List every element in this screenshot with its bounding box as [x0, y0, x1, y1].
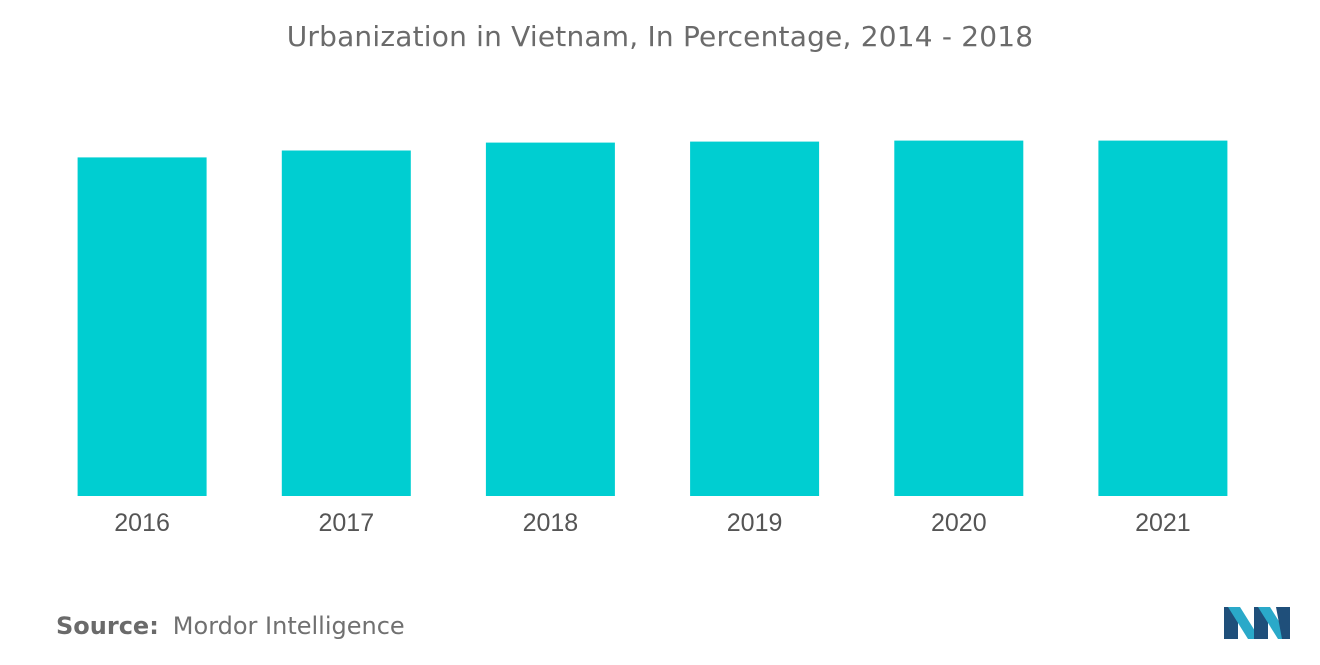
logo-shape-diag1 — [1228, 607, 1260, 639]
x-tick-label-2016: 2016 — [114, 509, 170, 537]
source-note: Source: Mordor Intelligence — [56, 612, 405, 640]
bars-layer — [77, 140, 1228, 496]
x-tick-label-2021: 2021 — [1135, 509, 1191, 537]
x-tick-label-2020: 2020 — [931, 509, 987, 537]
bar-2019 — [690, 141, 820, 496]
logo-shape-right — [1276, 607, 1290, 639]
bar-2017 — [281, 150, 411, 496]
bar-2018 — [485, 142, 615, 496]
chart-title: Urbanization in Vietnam, In Percentage, … — [286, 20, 1034, 53]
mordor-intelligence-logo-icon — [1224, 607, 1290, 639]
bar-2020 — [894, 140, 1024, 496]
x-axis-tick-labels: 2016 2017 2018 2019 2020 2021 — [114, 509, 1190, 537]
x-tick-label-2017: 2017 — [318, 509, 374, 537]
bar-2016 — [77, 157, 207, 496]
source-text: Mordor Intelligence — [172, 612, 405, 640]
x-tick-label-2019: 2019 — [727, 509, 783, 537]
bar-2021 — [1098, 140, 1228, 496]
x-tick-label-2018: 2018 — [523, 509, 579, 537]
source-label: Source: — [56, 612, 159, 640]
